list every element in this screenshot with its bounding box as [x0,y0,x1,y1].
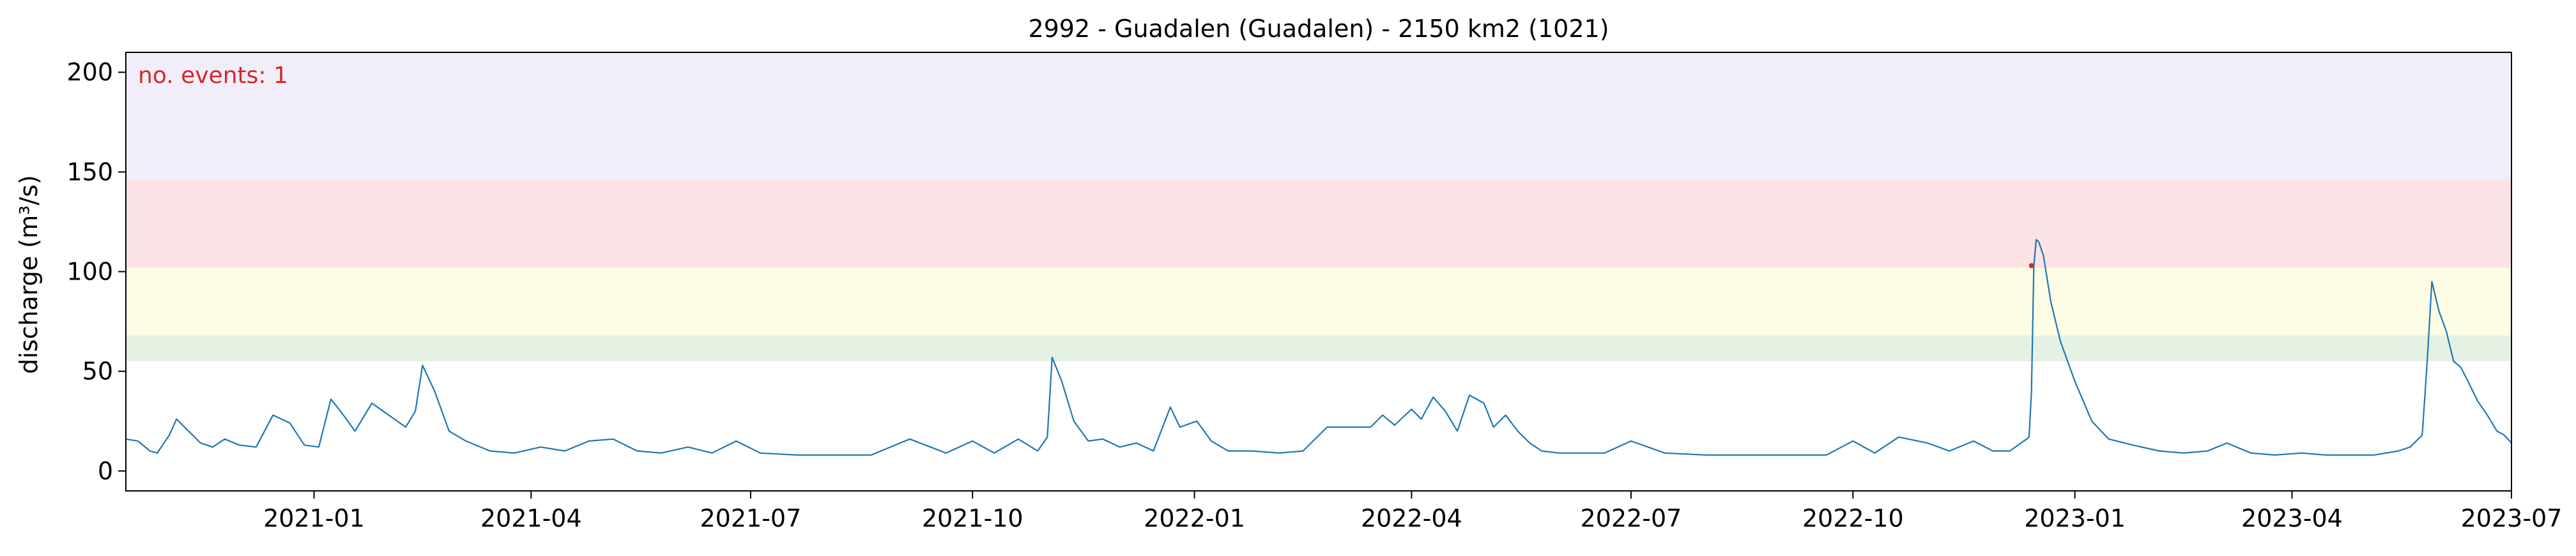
x-tick-label: 2022-07 [1581,504,1682,532]
y-tick-label: 200 [66,58,113,86]
y-tick-label: 0 [98,457,113,485]
x-tick-label: 2021-04 [480,504,582,532]
discharge-series [125,239,2512,456]
threshold-band-2 [126,179,2511,268]
threshold-bands [126,52,2511,362]
threshold-band-0 [126,335,2511,362]
threshold-band-1 [126,267,2511,336]
x-tick-label: 2023-07 [2461,504,2563,532]
y-axis: 0 50 100 150 200 [66,58,126,485]
y-tick-label: 150 [66,158,113,186]
threshold-band-3 [126,52,2511,180]
x-tick-label: 2022-01 [1144,504,1245,532]
x-tick-label: 2021-07 [700,504,801,532]
x-tick-label: 2021-10 [922,504,1023,532]
event-markers [2028,263,2034,269]
x-tick-label: 2022-10 [1802,504,1904,532]
x-tick-label: 2023-01 [2024,504,2126,532]
series-line-0 [125,239,2512,456]
y-tick-label: 100 [66,258,113,286]
y-tick-label: 50 [82,357,113,386]
y-axis-label: discharge (m³/s) [15,175,43,374]
events-count-annotation: no. events: 1 [138,63,288,89]
chart-title: 2992 - Guadalen (Guadalen) - 2150 km2 (1… [1028,15,1609,43]
event-marker-0 [2028,263,2034,269]
x-tick-label: 2021-01 [263,504,365,532]
x-tick-label: 2022-04 [1361,504,1462,532]
x-tick-label: 2023-04 [2241,504,2343,532]
x-axis: 2021-01 2021-04 2021-07 2021-10 2022-01 2022-… [263,491,2562,532]
